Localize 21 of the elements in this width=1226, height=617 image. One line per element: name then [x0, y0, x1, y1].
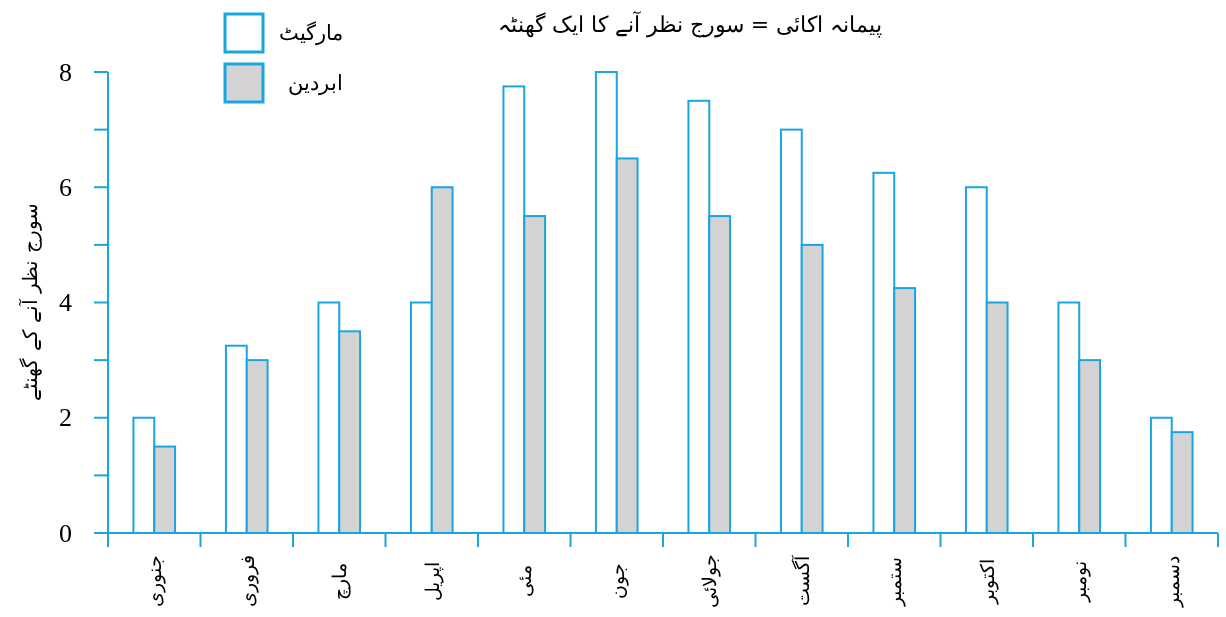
- y-tick-label: 4: [59, 288, 72, 317]
- x-tick-label: دسمبر: [1160, 555, 1184, 608]
- x-tick-label: اکتوبر: [975, 558, 999, 605]
- legend-label: ابردین: [288, 71, 343, 96]
- x-tick-label: جولائی: [698, 554, 722, 608]
- x-tick-label: جنوری: [143, 555, 167, 607]
- x-tick-label: مارچ: [328, 562, 352, 600]
- x-tick-label: مئی: [513, 565, 536, 597]
- x-tick-label: اپریل: [420, 561, 444, 601]
- x-tick-label: جون: [605, 563, 629, 599]
- y-tick-label: 8: [59, 57, 72, 87]
- x-tick-label: نومبر: [1068, 560, 1092, 603]
- y-tick-label: 2: [59, 403, 72, 433]
- x-tick-label: ستمبر: [883, 556, 907, 607]
- y-tick-label: 0: [59, 518, 72, 548]
- y-axis-title: سورج نظر آنے کے گھنٹے: [18, 203, 42, 401]
- y-tick-label: 6: [59, 172, 72, 202]
- legend-label: مارگیٹ: [279, 21, 343, 46]
- chart-title: پیمانہ اکائی = سورج نظر آنے کا ایک گھنٹہ: [497, 11, 883, 38]
- x-tick-label: فروری: [235, 555, 259, 607]
- x-tick-label: آگست: [790, 555, 813, 606]
